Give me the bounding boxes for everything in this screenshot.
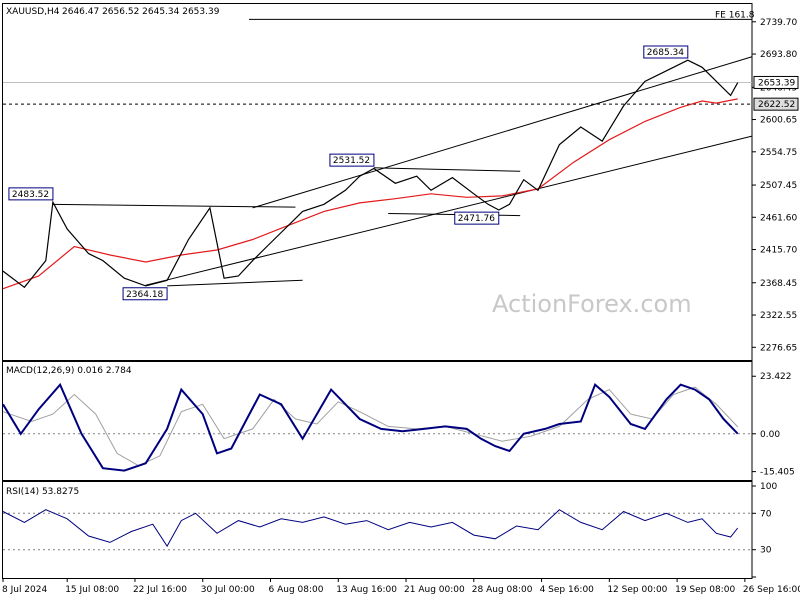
support-level-label: 2622.52	[758, 100, 795, 110]
time-axis: 8 Jul 2024 15 Jul 08:00 22 Jul 16:00 30 Jul…	[2, 578, 800, 595]
rsi-tick-label: 70	[760, 509, 772, 519]
y-tick-label: 2507.45	[760, 181, 797, 191]
macd-panel: MACD(12,26,9) 0.016 2.784 23.422 0.00 -15.4…	[2, 361, 795, 481]
price-annotation-label: 2471.76	[458, 214, 495, 224]
rsi-panel: RSI(14) 53.8275 100 70 30	[2, 481, 777, 579]
y-tick-label: 2554.75	[760, 148, 797, 158]
y-tick-label: 2600.65	[760, 116, 797, 126]
symbol-label: XAUUSD,H4	[6, 7, 60, 17]
current-price-label: 2653.39	[758, 78, 795, 88]
rsi-label: RSI(14) 53.8275	[6, 487, 79, 497]
rsi-line	[2, 509, 739, 548]
macd-tick-label: 23.422	[760, 372, 792, 382]
panel-frame	[2, 481, 753, 579]
y-tick-label: 2368.45	[760, 279, 797, 289]
price-annotation-box	[643, 45, 689, 59]
x-tick-label: 15 Jul 08:00	[65, 585, 119, 595]
x-tick-label: 22 Jul 16:00	[133, 585, 187, 595]
price-annotation-box	[8, 187, 54, 201]
macd-line	[2, 382, 739, 472]
y-tick-label: 2322.55	[760, 311, 797, 321]
price-line	[2, 59, 739, 289]
rsi-tick-label: 100	[760, 482, 777, 492]
macd-signal-line	[2, 386, 739, 467]
x-tick-label: 26 Sep 16:00	[743, 585, 800, 595]
price-annotation-label: 2685.34	[647, 48, 684, 58]
y-tick-label: 2461.60	[760, 213, 797, 223]
x-tick-label: 4 Sep 16:00	[540, 585, 595, 595]
price-annotation-box	[329, 153, 375, 167]
y-tick-label: 2693.80	[760, 50, 797, 60]
trend-line	[252, 56, 753, 209]
panel-frame	[2, 3, 753, 361]
x-tick-label: 30 Jul 00:00	[201, 585, 255, 595]
y-tick-label: 2276.65	[760, 343, 797, 353]
price-annotation-label: 2364.18	[126, 290, 163, 300]
trend-line	[167, 279, 303, 287]
x-tick-label: 12 Sep 00:00	[607, 585, 667, 595]
price-panel: XAUUSD,H4 2646.47 2656.52 2645.34 2653.39…	[2, 3, 799, 361]
moving-average-line	[2, 98, 738, 290]
trend-line	[388, 212, 521, 217]
x-tick-label: 6 Aug 08:00	[269, 585, 324, 595]
trend-line	[145, 135, 753, 286]
trend-line	[373, 167, 521, 172]
macd-tick-label: 0.00	[760, 430, 780, 440]
y-tick-label: 2415.70	[760, 246, 797, 256]
rsi-tick-label: 30	[760, 546, 772, 556]
price-annotation-label: 2531.52	[333, 156, 370, 166]
x-tick-label: 19 Sep 08:00	[675, 585, 735, 595]
price-annotation-label: 2483.52	[12, 190, 49, 200]
macd-tick-label: -15.405	[760, 468, 795, 478]
y-tick-label: 2739.70	[760, 18, 797, 28]
fe-label: FE 161.8	[715, 10, 755, 20]
support-level-box	[753, 97, 799, 111]
price-annotation-box	[122, 287, 168, 301]
x-tick-label: 13 Aug 16:00	[336, 585, 397, 595]
panel-frame	[2, 361, 753, 481]
macd-label: MACD(12,26,9) 0.016 2.784	[6, 366, 132, 376]
x-tick-label: 28 Aug 08:00	[472, 585, 533, 595]
current-price-box	[753, 75, 799, 89]
x-tick-label: 21 Aug 00:00	[404, 585, 465, 595]
watermark: ActionForex.com	[492, 290, 692, 318]
x-tick-label: 8 Jul 2024	[2, 585, 47, 595]
trend-line	[52, 203, 296, 208]
ohlc-readout: 2646.47 2656.52 2645.34 2653.39	[62, 7, 220, 17]
price-annotation-box	[454, 211, 500, 225]
